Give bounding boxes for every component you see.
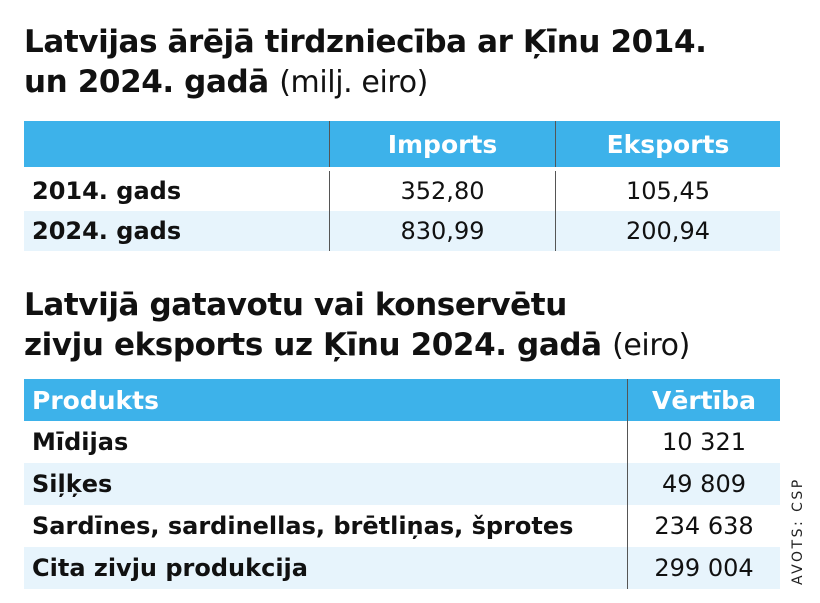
product-name: Mīdijas: [24, 421, 628, 463]
table-row: Cita zivju produkcija 299 004: [24, 547, 780, 589]
row-label: 2014. gads: [24, 171, 330, 211]
title-trade: Latvijas ārējā tirdzniecība ar Ķīnu 2014…: [24, 22, 707, 103]
product-value: 234 638: [654, 512, 754, 540]
fish-table: Produkts Vērtība Mīdijas 10 321 Siļķes 4…: [24, 379, 780, 589]
title-trade-line1: Latvijas ārējā tirdzniecība ar Ķīnu 2014…: [24, 24, 707, 60]
product-value: 49 809: [662, 470, 746, 498]
table-row: 2014. gads 352,80 105,45: [24, 171, 780, 211]
title-fish-line1: Latvijā gatavotu vai konservētu: [24, 287, 567, 323]
trade-header-imports: Imports: [330, 121, 556, 167]
product-name: Sardīnes, sardinellas, brētliņas, šprote…: [24, 505, 628, 547]
product-value: 10 321: [662, 428, 746, 456]
trade-table-header: Imports Eksports: [24, 121, 780, 167]
imports-value: 352,80: [330, 171, 556, 211]
product-name: Cita zivju produkcija: [24, 547, 628, 589]
trade-table: Imports Eksports 2014. gads 352,80 105,4…: [24, 121, 780, 251]
trade-header-empty: [24, 121, 330, 167]
source-credit: AVOTS: CSP: [790, 477, 806, 585]
fish-header-value: Vērtība: [652, 385, 756, 415]
title-fish-line2: zivju eksports uz Ķīnu 2024. gadā (eiro): [24, 325, 690, 366]
product-value: 299 004: [654, 554, 754, 582]
product-name: Siļķes: [24, 463, 628, 505]
table-row: Siļķes 49 809: [24, 463, 780, 505]
table-row: 2024. gads 830,99 200,94: [24, 211, 780, 251]
fish-table-header: Produkts Vērtība: [24, 379, 780, 421]
table-row: Sardīnes, sardinellas, brētliņas, šprote…: [24, 505, 780, 547]
title-trade-line2: un 2024. gadā (milj. eiro): [24, 62, 707, 103]
row-label: 2024. gads: [24, 211, 330, 251]
trade-header-eksports: Eksports: [606, 129, 730, 159]
title-trade-unit: (milj. eiro): [279, 65, 428, 100]
title-fish: Latvijā gatavotu vai konservētu zivju ek…: [24, 285, 690, 366]
fish-header-product: Produkts: [24, 379, 628, 421]
eksports-value: 105,45: [626, 177, 710, 205]
title-trade-line2-text: un 2024. gadā: [24, 64, 269, 100]
eksports-value: 200,94: [626, 217, 710, 245]
title-fish-unit: (eiro): [612, 328, 690, 363]
imports-value: 830,99: [330, 211, 556, 251]
title-fish-line2-text: zivju eksports uz Ķīnu 2024. gadā: [24, 327, 602, 363]
table-row: Mīdijas 10 321: [24, 421, 780, 463]
